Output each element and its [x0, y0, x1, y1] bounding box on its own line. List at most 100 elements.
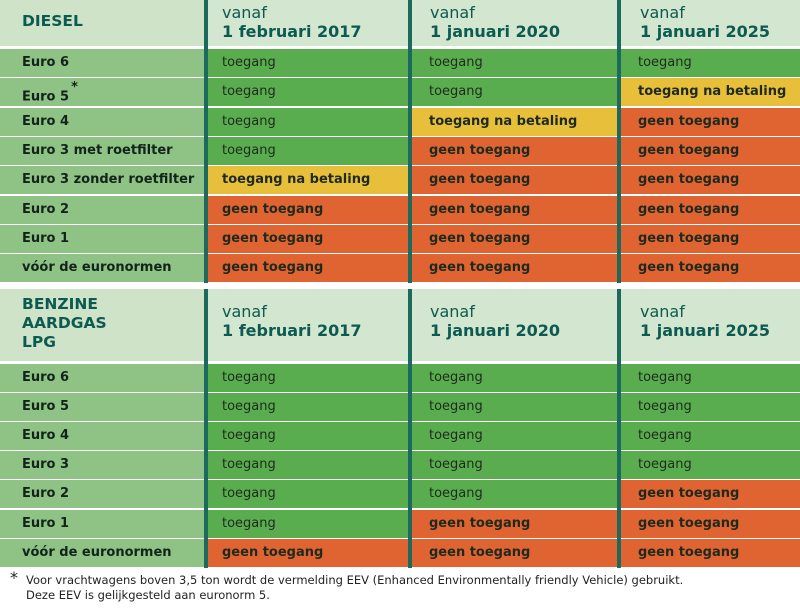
table-row: Euro 4 toegang toegang na betaling geen toe…: [0, 107, 800, 137]
footnote-marker: *: [10, 568, 18, 587]
row-label-text: Euro 3: [22, 457, 70, 473]
benzine-header-left: [0, 289, 205, 361]
row-label-cell: Euro 2: [0, 195, 205, 224]
access-cell-ok: toegang: [205, 78, 408, 107]
access-cell-ok: toegang: [412, 422, 617, 451]
access-cell-ok: toegang: [412, 364, 617, 392]
diesel-section: DIESEL vanaf 1 februari 2017 vanaf 1 januari…: [0, 0, 800, 284]
benzine-column-date: 1 januari 2020: [430, 321, 561, 340]
access-cell-ok: toegang: [205, 136, 408, 165]
access-cell-none: geen toegang: [412, 538, 617, 567]
row-label-cell: Euro 2: [0, 480, 205, 509]
access-cell-none: geen toegang: [621, 136, 800, 165]
access-cell-none: geen toegang: [412, 166, 617, 195]
access-status: toegang: [638, 457, 692, 473]
access-status: geen toegang: [222, 230, 324, 246]
row-label-text: Euro 6: [22, 55, 70, 70]
benzine-column-date: 1 februari 2017: [222, 321, 362, 340]
table-row: Euro 5 toegang toegang toegang: [0, 393, 800, 422]
table-row: Euro 3 zonder roetfilter toegang na betal…: [0, 166, 800, 195]
access-cell-none: geen toegang: [412, 195, 617, 224]
access-status: geen toegang: [638, 113, 740, 129]
access-cell-none: geen toegang: [621, 107, 800, 136]
diesel-column-divider: [408, 0, 412, 284]
row-label-text: vóór de euronormen: [22, 260, 172, 276]
row-label-text: Euro 3 met roetfilter: [22, 142, 173, 158]
access-status: toegang: [222, 428, 276, 444]
table-row: vóór de euronormen geen toegang geen toega…: [0, 538, 800, 568]
access-cell-ok: toegang: [205, 393, 408, 422]
diesel-column-date: 1 januari 2025: [640, 22, 771, 41]
row-label: Euro 6: [22, 370, 69, 385]
access-cell-ok: toegang: [412, 393, 617, 422]
benzine-section: BENZINE AARDGAS LPG vanaf 1 februari 2017 van…: [0, 289, 800, 568]
access-cell-none: geen toegang: [412, 224, 617, 253]
row-label: Euro 4: [22, 114, 69, 129]
access-status: toegang: [429, 428, 483, 444]
access-status: toegang na betaling: [429, 113, 578, 129]
row-label-cell: Euro 4: [0, 422, 205, 451]
access-cell-none: geen toegang: [621, 480, 800, 509]
access-status: toegang: [638, 55, 692, 70]
access-cell-ok: toegang: [412, 49, 617, 77]
access-status: toegang: [429, 370, 483, 385]
table-row: Euro 5* toegang toegang toegang na betaling: [0, 78, 800, 107]
access-status: geen toegang: [638, 544, 740, 560]
row-label: Euro 3 zonder roetfilter: [22, 172, 194, 187]
access-cell-ok: toegang: [205, 480, 408, 509]
diesel-column-divider: [617, 0, 621, 284]
access-cell-paid: toegang na betaling: [412, 107, 617, 136]
access-status: geen toegang: [222, 260, 324, 276]
row-label-cell: Euro 3: [0, 451, 205, 480]
access-cell-none: geen toegang: [205, 254, 408, 283]
diesel-header: DIESEL vanaf 1 februari 2017 vanaf 1 januari…: [0, 0, 800, 46]
footnote-marker-ref: *: [71, 80, 78, 96]
access-status: toegang: [222, 113, 276, 129]
diesel-column-header: vanaf 1 februari 2017: [222, 4, 362, 42]
access-status: toegang: [222, 84, 276, 100]
row-label-text: Euro 1: [22, 230, 70, 246]
footnote: * Voor vrachtwagens boven 3,5 ton wordt …: [10, 568, 683, 603]
diesel-column-date: 1 februari 2017: [222, 22, 362, 41]
access-status: geen toegang: [638, 260, 740, 276]
row-label-cell: Euro 6: [0, 364, 205, 392]
row-label-cell: Euro 3 zonder roetfilter: [0, 166, 205, 195]
access-cell-none: geen toegang: [205, 538, 408, 567]
diesel-title: DIESEL: [22, 12, 83, 30]
access-status: geen toegang: [429, 515, 531, 531]
access-cell-ok: toegang: [205, 451, 408, 480]
row-label-text: Euro 5: [22, 399, 70, 415]
row-label-text: Euro 2: [22, 201, 70, 217]
footnote-line-2: Deze EEV is gelijkgesteld aan euronorm 5…: [26, 588, 270, 602]
access-status: geen toegang: [222, 544, 324, 560]
access-cell-none: geen toegang: [621, 166, 800, 195]
access-status: geen toegang: [638, 515, 740, 531]
access-cell-none: geen toegang: [205, 224, 408, 253]
row-label: vóór de euronormen: [22, 260, 172, 275]
access-cell-none: geen toegang: [621, 224, 800, 253]
access-cell-none: geen toegang: [412, 254, 617, 283]
access-status: geen toegang: [638, 201, 740, 217]
access-cell-paid: toegang na betaling: [205, 166, 408, 195]
row-label: vóór de euronormen: [22, 545, 172, 560]
access-status: geen toegang: [429, 172, 531, 188]
table-row: Euro 3 toegang toegang toegang: [0, 451, 800, 480]
diesel-column-date: 1 januari 2020: [430, 22, 561, 41]
row-label-text: Euro 5: [22, 89, 70, 105]
benzine-column-divider: [408, 289, 412, 568]
table-row: Euro 2 toegang toegang geen toegang: [0, 480, 800, 509]
access-status: geen toegang: [429, 260, 531, 276]
diesel-column-header: vanaf 1 januari 2025: [640, 4, 771, 42]
table-row: Euro 1 toegang geen toegang geen toegang: [0, 509, 800, 539]
benzine-title-line: LPG: [22, 333, 56, 351]
access-status: toegang: [429, 399, 483, 415]
access-status: geen toegang: [222, 201, 324, 217]
row-label: Euro 2: [22, 202, 69, 217]
access-cell-none: geen toegang: [205, 195, 408, 224]
row-label-cell: vóór de euronormen: [0, 254, 205, 283]
row-label: Euro 1: [22, 516, 69, 531]
access-status: geen toegang: [429, 142, 531, 158]
table-row: vóór de euronormen geen toegang geen toega…: [0, 254, 800, 283]
access-cell-ok: toegang: [205, 509, 408, 538]
